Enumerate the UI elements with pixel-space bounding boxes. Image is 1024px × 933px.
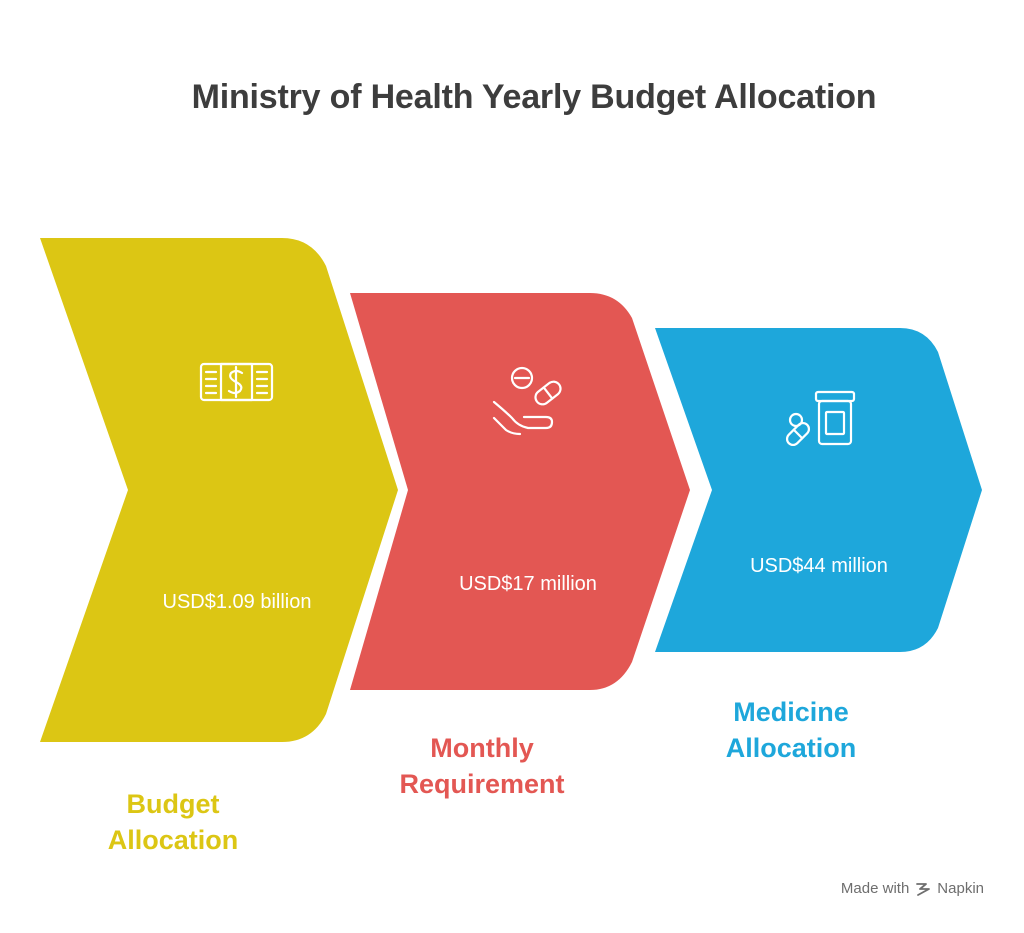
made-with-napkin-footer: Made with Napkin	[841, 880, 984, 897]
pills-in-hand-icon	[492, 366, 562, 436]
page-title: Ministry of Health Yearly Budget Allocat…	[191, 78, 877, 116]
budget-label-line1: Budget	[126, 789, 220, 819]
made-with-text: Made with	[840, 880, 910, 897]
monthly-requirement-chevron	[350, 293, 690, 690]
budget-allocation-chevron	[40, 238, 398, 742]
budget-label-line2: Allocation	[107, 825, 239, 855]
budget-value: USD$1.09 billion	[162, 591, 312, 613]
monthly-requirement-label: Monthly Requirement	[382, 730, 582, 802]
napkin-brand-text: Napkin	[937, 880, 984, 897]
medicine-label-line1: Medicine	[733, 697, 849, 727]
money-bills-icon	[199, 362, 274, 402]
monthly-label-line1: Monthly	[430, 733, 534, 763]
medicine-label-line2: Allocation	[725, 733, 857, 763]
medicine-jar-icon	[785, 390, 856, 447]
napkin-logo-icon	[916, 882, 931, 896]
monthly-value: USD$17 million	[459, 573, 597, 595]
monthly-label-line2: Requirement	[399, 769, 565, 799]
medicine-allocation-label: Medicine Allocation	[691, 694, 891, 766]
budget-allocation-label: Budget Allocation	[73, 786, 273, 858]
medicine-allocation-chevron	[655, 328, 982, 652]
medicine-value: USD$44 million	[750, 555, 888, 577]
